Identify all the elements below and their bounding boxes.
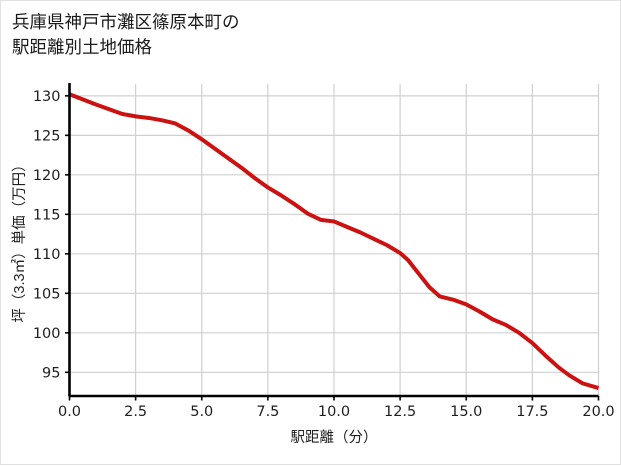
y-tick-label: 115 bbox=[33, 208, 61, 224]
y-tick-label: 120 bbox=[33, 168, 61, 184]
x-tick-label: 2.5 bbox=[124, 404, 147, 420]
y-tick-label: 105 bbox=[33, 287, 61, 303]
x-tick-label: 5.0 bbox=[190, 404, 213, 420]
x-tick-label: 20.0 bbox=[582, 404, 614, 420]
axis-tick-labels: 0.0 2.5 5.0 7.5 10.0 12.5 15.0 17.5 20.0 95 100 105… bbox=[33, 89, 615, 420]
chart-title: 兵庫県神戸市灘区篠原本町の 駅距離別土地価格 bbox=[12, 12, 240, 57]
x-tick-label: 15.0 bbox=[450, 404, 482, 420]
x-tick-label: 0.0 bbox=[58, 404, 81, 420]
x-tick-label: 17.5 bbox=[516, 404, 548, 420]
x-tick-label: 10.0 bbox=[318, 404, 350, 420]
y-tick-label: 130 bbox=[33, 89, 61, 105]
y-tick-label: 125 bbox=[33, 129, 61, 145]
gridlines bbox=[69, 84, 600, 396]
y-axis-title: 坪（3.3㎡）単価（万円） bbox=[11, 157, 28, 322]
axis-ticks bbox=[65, 95, 600, 401]
x-tick-label: 12.5 bbox=[384, 404, 416, 420]
x-axis-title: 駅距離（分） bbox=[291, 428, 378, 446]
data-series-group bbox=[68, 92, 600, 391]
x-tick-label: 7.5 bbox=[256, 404, 279, 420]
y-tick-label: 95 bbox=[42, 366, 60, 382]
y-tick-label: 100 bbox=[33, 326, 61, 342]
y-tick-label: 110 bbox=[33, 247, 61, 263]
